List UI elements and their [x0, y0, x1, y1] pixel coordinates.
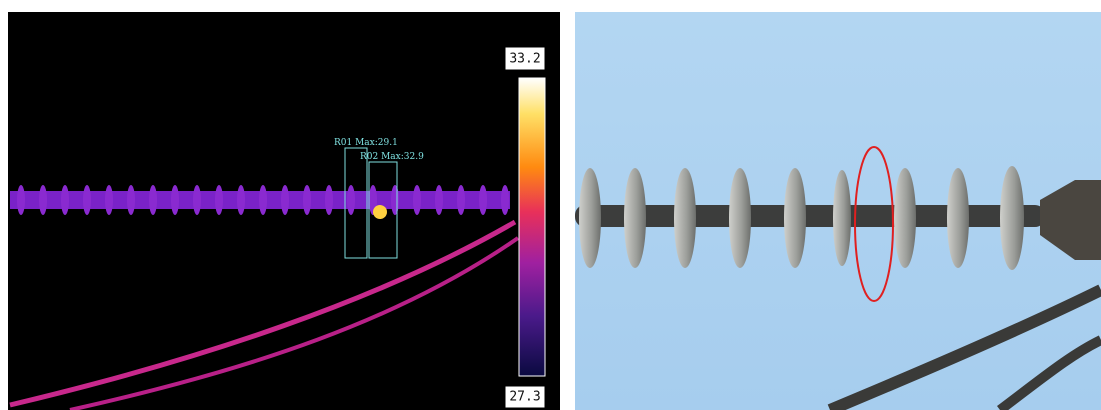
- fitting: [1040, 180, 1101, 260]
- scale-label-box: [504, 46, 546, 71]
- cable: [9, 219, 517, 408]
- insulator-sheds: [579, 166, 1024, 270]
- scale-label-box: [504, 385, 546, 409]
- insulator-sheds: [10, 180, 510, 220]
- hot-spot: [373, 205, 387, 219]
- cable: [996, 335, 1101, 410]
- roi-label: R02 Max:32.9: [360, 152, 424, 162]
- color-scale: [518, 77, 546, 377]
- scale-max: 33.2: [509, 52, 540, 67]
- scale-min: 27.3: [509, 390, 540, 405]
- roi-box: [344, 147, 368, 259]
- roi-box: [368, 161, 398, 259]
- cable: [69, 236, 520, 410]
- roi-label: R01 Max:29.1: [334, 138, 398, 148]
- cable: [827, 284, 1101, 410]
- photo-panel: [575, 12, 1101, 410]
- thermal-panel: R01 Max:29.1 R02 Max:32.9 33.2 27.3: [8, 12, 560, 410]
- defect-marker: [854, 146, 894, 302]
